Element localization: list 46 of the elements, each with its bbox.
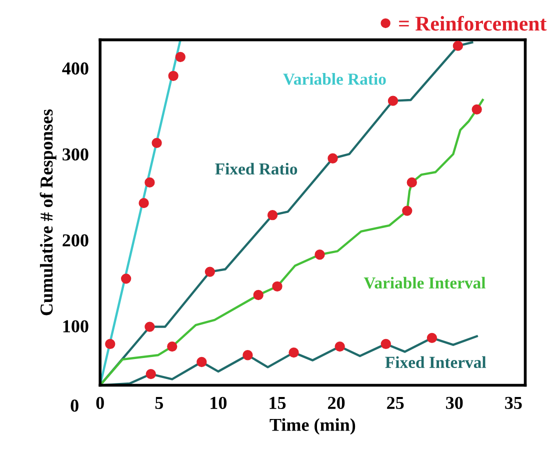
x-tick-label: 15: [270, 396, 286, 410]
point: [105, 338, 116, 350]
x-tick-label: 30: [446, 396, 463, 410]
point: [152, 138, 162, 148]
x-tick-label: 0: [96, 396, 104, 410]
x-axis-title: Time (min): [270, 418, 356, 435]
point: [380, 338, 391, 350]
point: [242, 350, 253, 360]
point: [472, 104, 482, 114]
y-tick-label: 300: [62, 148, 88, 161]
point: [272, 281, 282, 292]
legend-label: = Reinforcement: [399, 16, 547, 31]
point: [402, 206, 412, 216]
point: [253, 290, 264, 300]
point: [328, 153, 338, 164]
point: [334, 341, 345, 352]
point: [138, 198, 149, 208]
point: [196, 356, 207, 368]
x-tick-label: 5: [155, 397, 163, 410]
text: Variable Interval: [364, 276, 486, 289]
point: [144, 177, 155, 188]
x-tick-label: 25: [387, 396, 404, 410]
point: [175, 52, 186, 62]
point: [267, 210, 278, 220]
y-tick-label: 100: [63, 320, 88, 332]
point: [406, 177, 417, 188]
point: [146, 368, 156, 380]
point: [288, 347, 299, 358]
point: [144, 322, 155, 332]
x-tick-label: 20: [328, 396, 345, 410]
point: [120, 274, 132, 284]
point: [426, 332, 438, 344]
x-tick-label: 10: [210, 396, 227, 410]
y-tick-label: 400: [62, 62, 88, 75]
x-tick-label: 35: [505, 396, 522, 410]
point: [388, 96, 398, 106]
text: Variable Ratio: [283, 73, 386, 85]
series-label: Fixed Ratio: [215, 162, 298, 175]
point: [204, 266, 216, 277]
point: [168, 70, 178, 81]
series-label: Fixed Interval: [385, 356, 486, 368]
point: [452, 40, 464, 51]
point: [314, 250, 325, 260]
point: [167, 341, 178, 352]
y-tick-label: 200: [62, 234, 88, 246]
y-axis-title: Cumulative # of Responses: [40, 109, 56, 316]
